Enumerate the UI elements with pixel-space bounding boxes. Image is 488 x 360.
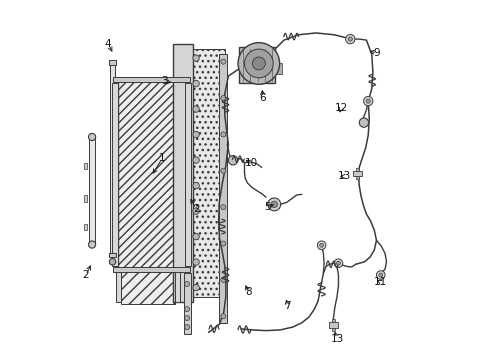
Bar [172, 44, 192, 302]
Circle shape [336, 261, 340, 265]
Circle shape [221, 132, 225, 137]
Bar [83, 163, 87, 169]
Circle shape [184, 316, 189, 320]
Bar [113, 267, 190, 272]
Circle shape [192, 131, 199, 138]
Bar [109, 253, 116, 257]
Bar [219, 54, 227, 323]
Circle shape [88, 134, 96, 140]
Circle shape [238, 42, 279, 84]
Text: 8: 8 [244, 287, 251, 297]
Circle shape [359, 118, 368, 127]
Text: 6: 6 [259, 93, 265, 103]
Circle shape [252, 57, 265, 70]
Text: 13: 13 [330, 333, 343, 343]
Circle shape [221, 241, 225, 246]
Circle shape [221, 95, 225, 100]
Circle shape [221, 314, 225, 319]
Text: 9: 9 [373, 48, 380, 58]
Bar [113, 77, 190, 82]
Circle shape [184, 324, 189, 329]
Bar [183, 273, 190, 334]
Circle shape [347, 37, 352, 41]
Text: 2: 2 [82, 270, 89, 280]
Circle shape [319, 243, 323, 247]
Circle shape [244, 49, 273, 78]
Bar [174, 271, 179, 302]
Circle shape [345, 35, 354, 44]
Text: 13: 13 [338, 171, 351, 181]
Text: 11: 11 [373, 277, 386, 287]
Circle shape [192, 157, 199, 163]
Circle shape [333, 259, 342, 267]
Bar [239, 47, 274, 83]
Bar [83, 224, 87, 230]
Circle shape [192, 183, 199, 189]
Circle shape [270, 201, 277, 208]
Circle shape [88, 241, 96, 248]
Bar [355, 168, 358, 179]
Circle shape [192, 284, 199, 291]
Bar [109, 60, 116, 65]
Circle shape [184, 282, 189, 287]
Circle shape [192, 233, 199, 240]
Text: 10: 10 [244, 158, 258, 168]
Bar [121, 270, 174, 304]
Text: 4: 4 [105, 39, 111, 49]
Circle shape [192, 55, 199, 61]
Circle shape [109, 258, 116, 265]
Text: 12: 12 [334, 103, 347, 113]
Text: 7: 7 [284, 301, 290, 311]
Circle shape [228, 156, 237, 165]
Circle shape [221, 59, 225, 64]
Circle shape [366, 99, 369, 103]
Bar [112, 83, 118, 266]
Bar [116, 271, 121, 302]
Circle shape [221, 278, 225, 282]
Text: 3: 3 [161, 76, 168, 86]
Bar [331, 319, 334, 331]
Circle shape [378, 273, 382, 277]
Circle shape [317, 241, 325, 249]
Circle shape [192, 106, 199, 112]
Circle shape [192, 259, 199, 265]
Circle shape [221, 168, 225, 173]
Bar [89, 137, 95, 244]
Circle shape [192, 208, 199, 214]
Bar [184, 83, 191, 266]
Text: 5: 5 [264, 202, 270, 212]
Text: 2: 2 [192, 204, 199, 214]
Bar [176, 49, 224, 297]
Circle shape [376, 271, 384, 279]
Bar [118, 80, 184, 270]
Bar [83, 195, 87, 202]
Bar [273, 63, 281, 74]
Text: 1: 1 [159, 153, 165, 163]
Bar [328, 322, 337, 328]
Circle shape [363, 96, 372, 106]
Circle shape [221, 204, 225, 210]
Circle shape [184, 307, 189, 312]
Circle shape [267, 198, 280, 211]
Circle shape [192, 80, 199, 87]
Bar [110, 62, 115, 255]
Bar [352, 171, 361, 176]
